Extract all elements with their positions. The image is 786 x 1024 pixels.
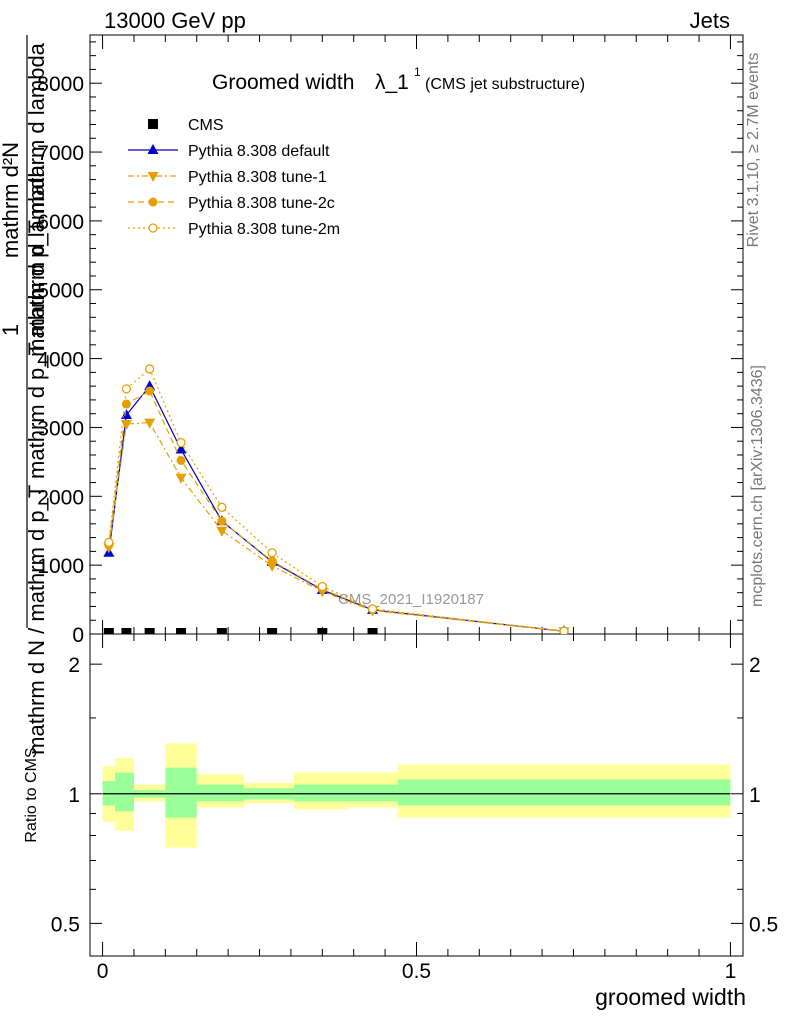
y-tick-label: 8000 — [37, 73, 84, 96]
series-point-4 — [267, 548, 277, 558]
series-point-3 — [217, 516, 227, 526]
series-point-4 — [367, 604, 378, 614]
series-point-4 — [121, 384, 132, 394]
legend-marker — [148, 223, 158, 233]
x-tick-label: 1 — [725, 960, 737, 983]
y-tick-label: 3000 — [37, 417, 84, 440]
cms-data-point — [317, 628, 328, 634]
y-tick-label: 1000 — [37, 555, 84, 578]
ratio-y-axis: 0.5 0.5 1 1 2 2 — [51, 654, 778, 936]
ratio-band-inner — [165, 767, 197, 818]
cms-data-point — [176, 628, 187, 634]
ratio-y-tick-label-right: 1 — [749, 784, 761, 807]
cms-data-point — [267, 628, 278, 634]
y-tick-label: 7000 — [37, 142, 84, 165]
series-line-2 — [108, 422, 565, 632]
series-line-3 — [108, 390, 565, 632]
cms-data-point — [216, 628, 227, 634]
cms-data-point — [121, 628, 132, 634]
series-line-4 — [108, 367, 565, 632]
series-point-2 — [175, 473, 187, 484]
series-layer — [103, 364, 570, 634]
series-point-3 — [176, 455, 186, 465]
title-main: Groomed width — [212, 71, 354, 94]
y-tick-label: 5000 — [37, 280, 84, 303]
series-point-4 — [104, 537, 114, 548]
ratio-y-tick-label: 1 — [68, 784, 80, 807]
y-tick-label: 4000 — [37, 349, 84, 372]
ratio-y-axis-label: Ratio to CMS — [23, 747, 40, 842]
title-symbol: λ_1 — [375, 71, 409, 94]
ratio-band-inner — [397, 779, 731, 806]
series-point-1 — [175, 443, 187, 454]
title-superscript: 1 — [414, 65, 421, 79]
series-point-4 — [176, 437, 186, 448]
y-tick-label: 2000 — [37, 486, 84, 509]
legend: CMS Pythia 8.308 default Pythia 8.308 tune… — [128, 117, 340, 238]
ratio-band-inner — [294, 784, 348, 802]
cms-data-point — [103, 628, 114, 634]
x-tick-label: 0 — [97, 960, 109, 983]
legend-label: Pythia 8.308 tune-1 — [188, 169, 327, 186]
ratio-y-tick-label-right: 2 — [749, 654, 761, 677]
legend-label: Pythia 8.308 tune-2c — [188, 195, 335, 212]
x-axis: 0 0.5 1 — [97, 35, 737, 983]
analysis-watermark: CMS_2021_I1920187 — [338, 591, 484, 608]
legend-label: Pythia 8.308 tune-2m — [188, 221, 340, 238]
y-tick-label: 6000 — [37, 211, 84, 234]
series-point-2 — [216, 526, 228, 537]
legend-marker — [148, 119, 158, 129]
ratio-band-inner — [115, 772, 134, 812]
series-point-4 — [144, 364, 155, 374]
ratio-y-tick-label: 0.5 — [51, 913, 80, 936]
ylabel-dn: mathrm d²N — [0, 142, 23, 258]
ylabel-dpt: mathrm d p_T mathrm d lambda — [24, 42, 49, 357]
header-process: 13000 GeV pp — [104, 8, 246, 33]
ratio-band-inner — [347, 784, 398, 802]
ratio-bands — [102, 743, 731, 848]
series-point-4 — [317, 581, 327, 592]
series-point-3 — [121, 399, 131, 409]
x-tick-label: 0.5 — [402, 960, 431, 983]
ratio-band-inner — [196, 784, 244, 802]
series-point-3 — [267, 556, 277, 566]
header-category: Jets — [689, 8, 730, 33]
ratio-y-tick-label: 2 — [68, 654, 80, 677]
legend-label: Pythia 8.308 default — [188, 143, 330, 160]
legend-label: CMS — [188, 117, 224, 134]
y-tick-label: 0 — [72, 624, 84, 647]
title-subtitle: (CMS jet substructure) — [425, 76, 585, 93]
series-point-4 — [217, 502, 227, 512]
x-axis-label: groomed width — [595, 984, 746, 1010]
series-point-3 — [145, 386, 155, 396]
cms-data-point — [367, 628, 378, 634]
legend-marker — [148, 197, 158, 207]
legend-marker — [147, 144, 159, 154]
main-y-axis-label: 1 mathrm d²N mathrm d p_T mathrm d lambd… — [0, 35, 49, 755]
series-point-2 — [144, 418, 156, 429]
ylabel-denominator: mathrm d N / mathrm d p_T mathrm d p_T m… — [24, 164, 49, 754]
legend-marker — [147, 172, 159, 182]
plot-title: Groomed width λ_1 1 (CMS jet substructur… — [212, 65, 585, 94]
ratio-y-tick-label-right: 0.5 — [749, 913, 778, 936]
ylabel-numerator-one: 1 — [0, 324, 23, 336]
series-point-4 — [559, 626, 569, 634]
main-y-axis: 0 1000 2000 3000 4000 5000 6000 7000 8000 — [37, 41, 743, 647]
cms-data-point — [144, 628, 155, 634]
